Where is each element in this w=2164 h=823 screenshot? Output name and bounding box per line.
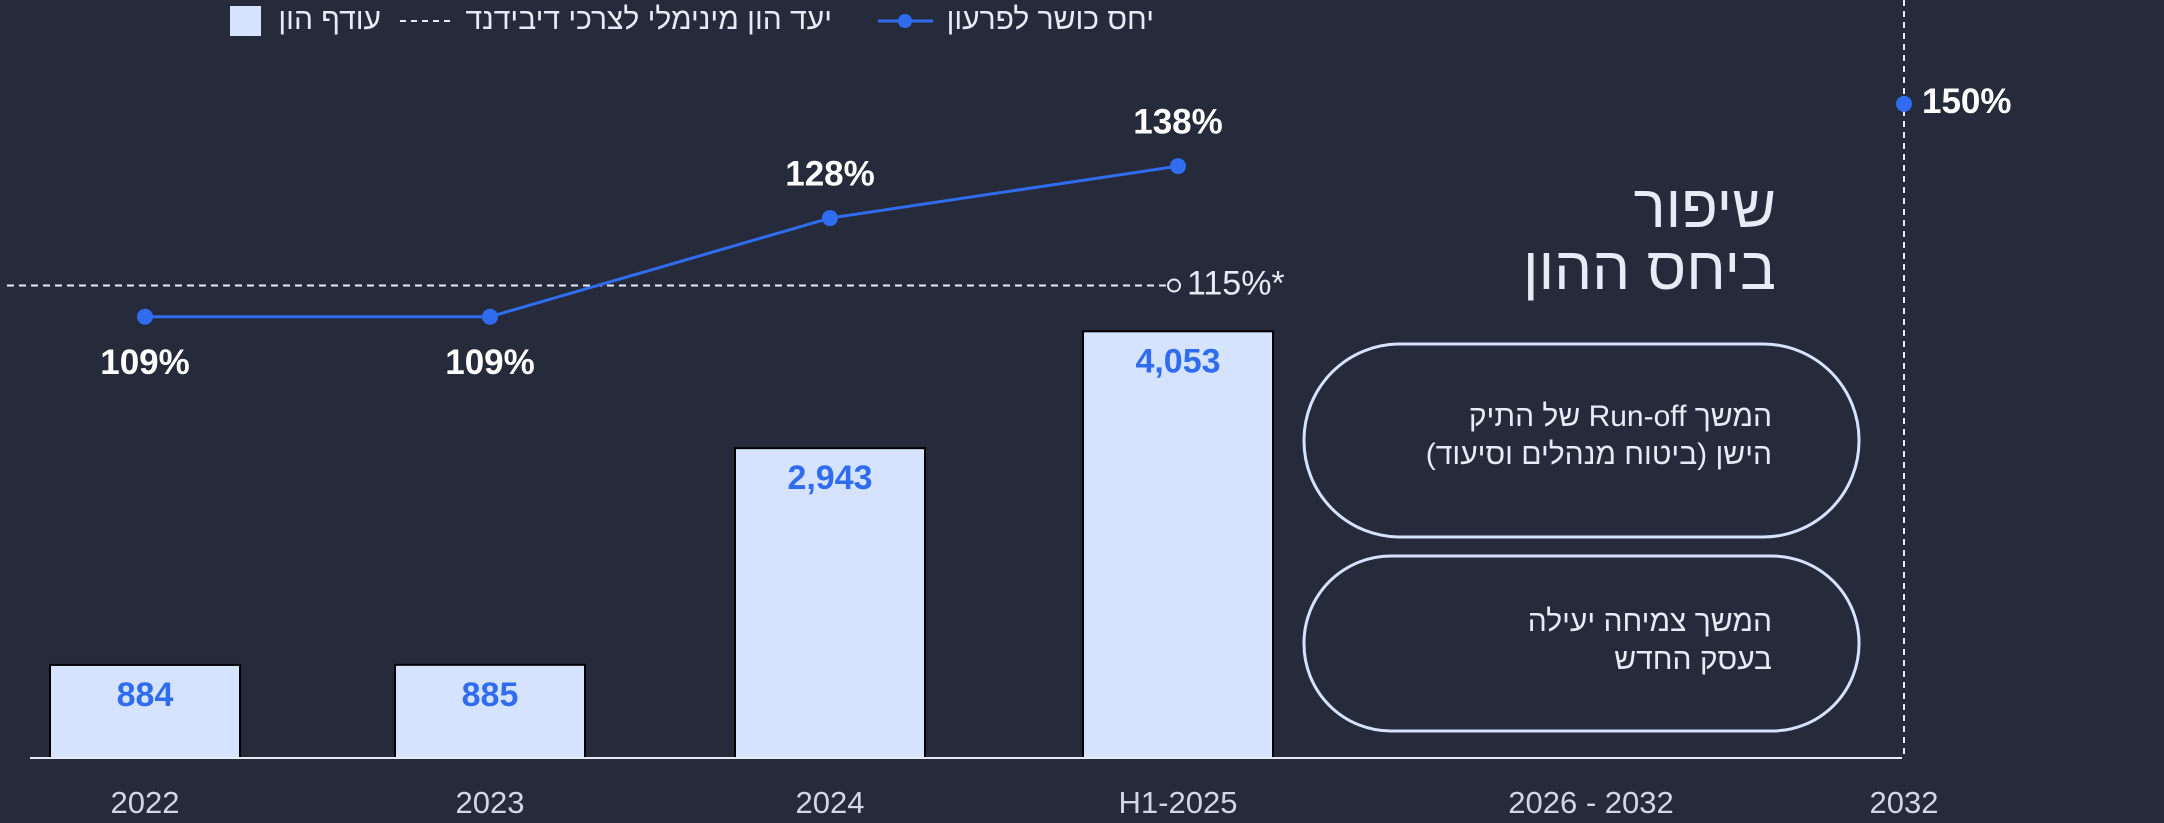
- x-tick-label: 2023: [456, 785, 525, 820]
- x-tick-label: 2032: [1870, 785, 1939, 820]
- note-pill: [1302, 342, 1861, 539]
- bar-label: 2,943: [787, 459, 872, 497]
- legend-swatch: [230, 6, 261, 36]
- line-label: 109%: [100, 343, 190, 382]
- note: המשך צמיחה יעילה בעסק החדש: [1528, 603, 1772, 679]
- line-point: [137, 308, 153, 325]
- line-point: [1170, 158, 1186, 175]
- legend-label: יחס כושר לפרעון: [947, 3, 1154, 36]
- title-line: ביחס ההון: [1522, 235, 1776, 302]
- title-line: שיפור: [1633, 173, 1776, 240]
- line-point: [1896, 95, 1912, 112]
- x-tick-label: 2024: [796, 785, 865, 820]
- x-tick-label: H1-2025: [1119, 785, 1238, 820]
- bar: [394, 663, 586, 759]
- bar: [1082, 330, 1274, 759]
- bar-label: 4,053: [1135, 342, 1220, 380]
- note-line: המשך Run-off של התיק: [1468, 400, 1772, 433]
- note: המשך Run-off של התיק הישן (ביטוח מנהלים …: [1426, 398, 1772, 474]
- legend-label: עודף הון: [278, 3, 381, 36]
- threshold-end: [1167, 278, 1181, 293]
- bar: [49, 663, 241, 759]
- line-point: [482, 308, 498, 325]
- x-tick-label: 2022: [111, 785, 180, 820]
- bar-label: 885: [462, 676, 519, 714]
- x-tick-label: 2026 - 2032: [1508, 785, 1673, 820]
- line-label: 150%: [1922, 82, 2012, 121]
- note-line: המשך צמיחה יעילה: [1527, 605, 1772, 638]
- legend-label: יעד הון מינימלי לצרכי דיבידנד: [466, 3, 833, 36]
- note-line: הישן (ביטוח מנהלים וסיעוד): [1425, 438, 1772, 471]
- line-label: 128%: [785, 154, 875, 193]
- threshold-label: 115%*: [1187, 265, 1285, 303]
- note-pill: [1302, 554, 1861, 733]
- bar-label: 884: [117, 676, 174, 714]
- line-label: 109%: [445, 343, 535, 382]
- legend-swatch: [898, 14, 912, 28]
- title: שיפור ביחס ההון: [1523, 176, 1776, 300]
- note-line: בעסק החדש: [1614, 643, 1772, 676]
- line-label: 138%: [1133, 102, 1223, 141]
- line-point: [822, 210, 838, 227]
